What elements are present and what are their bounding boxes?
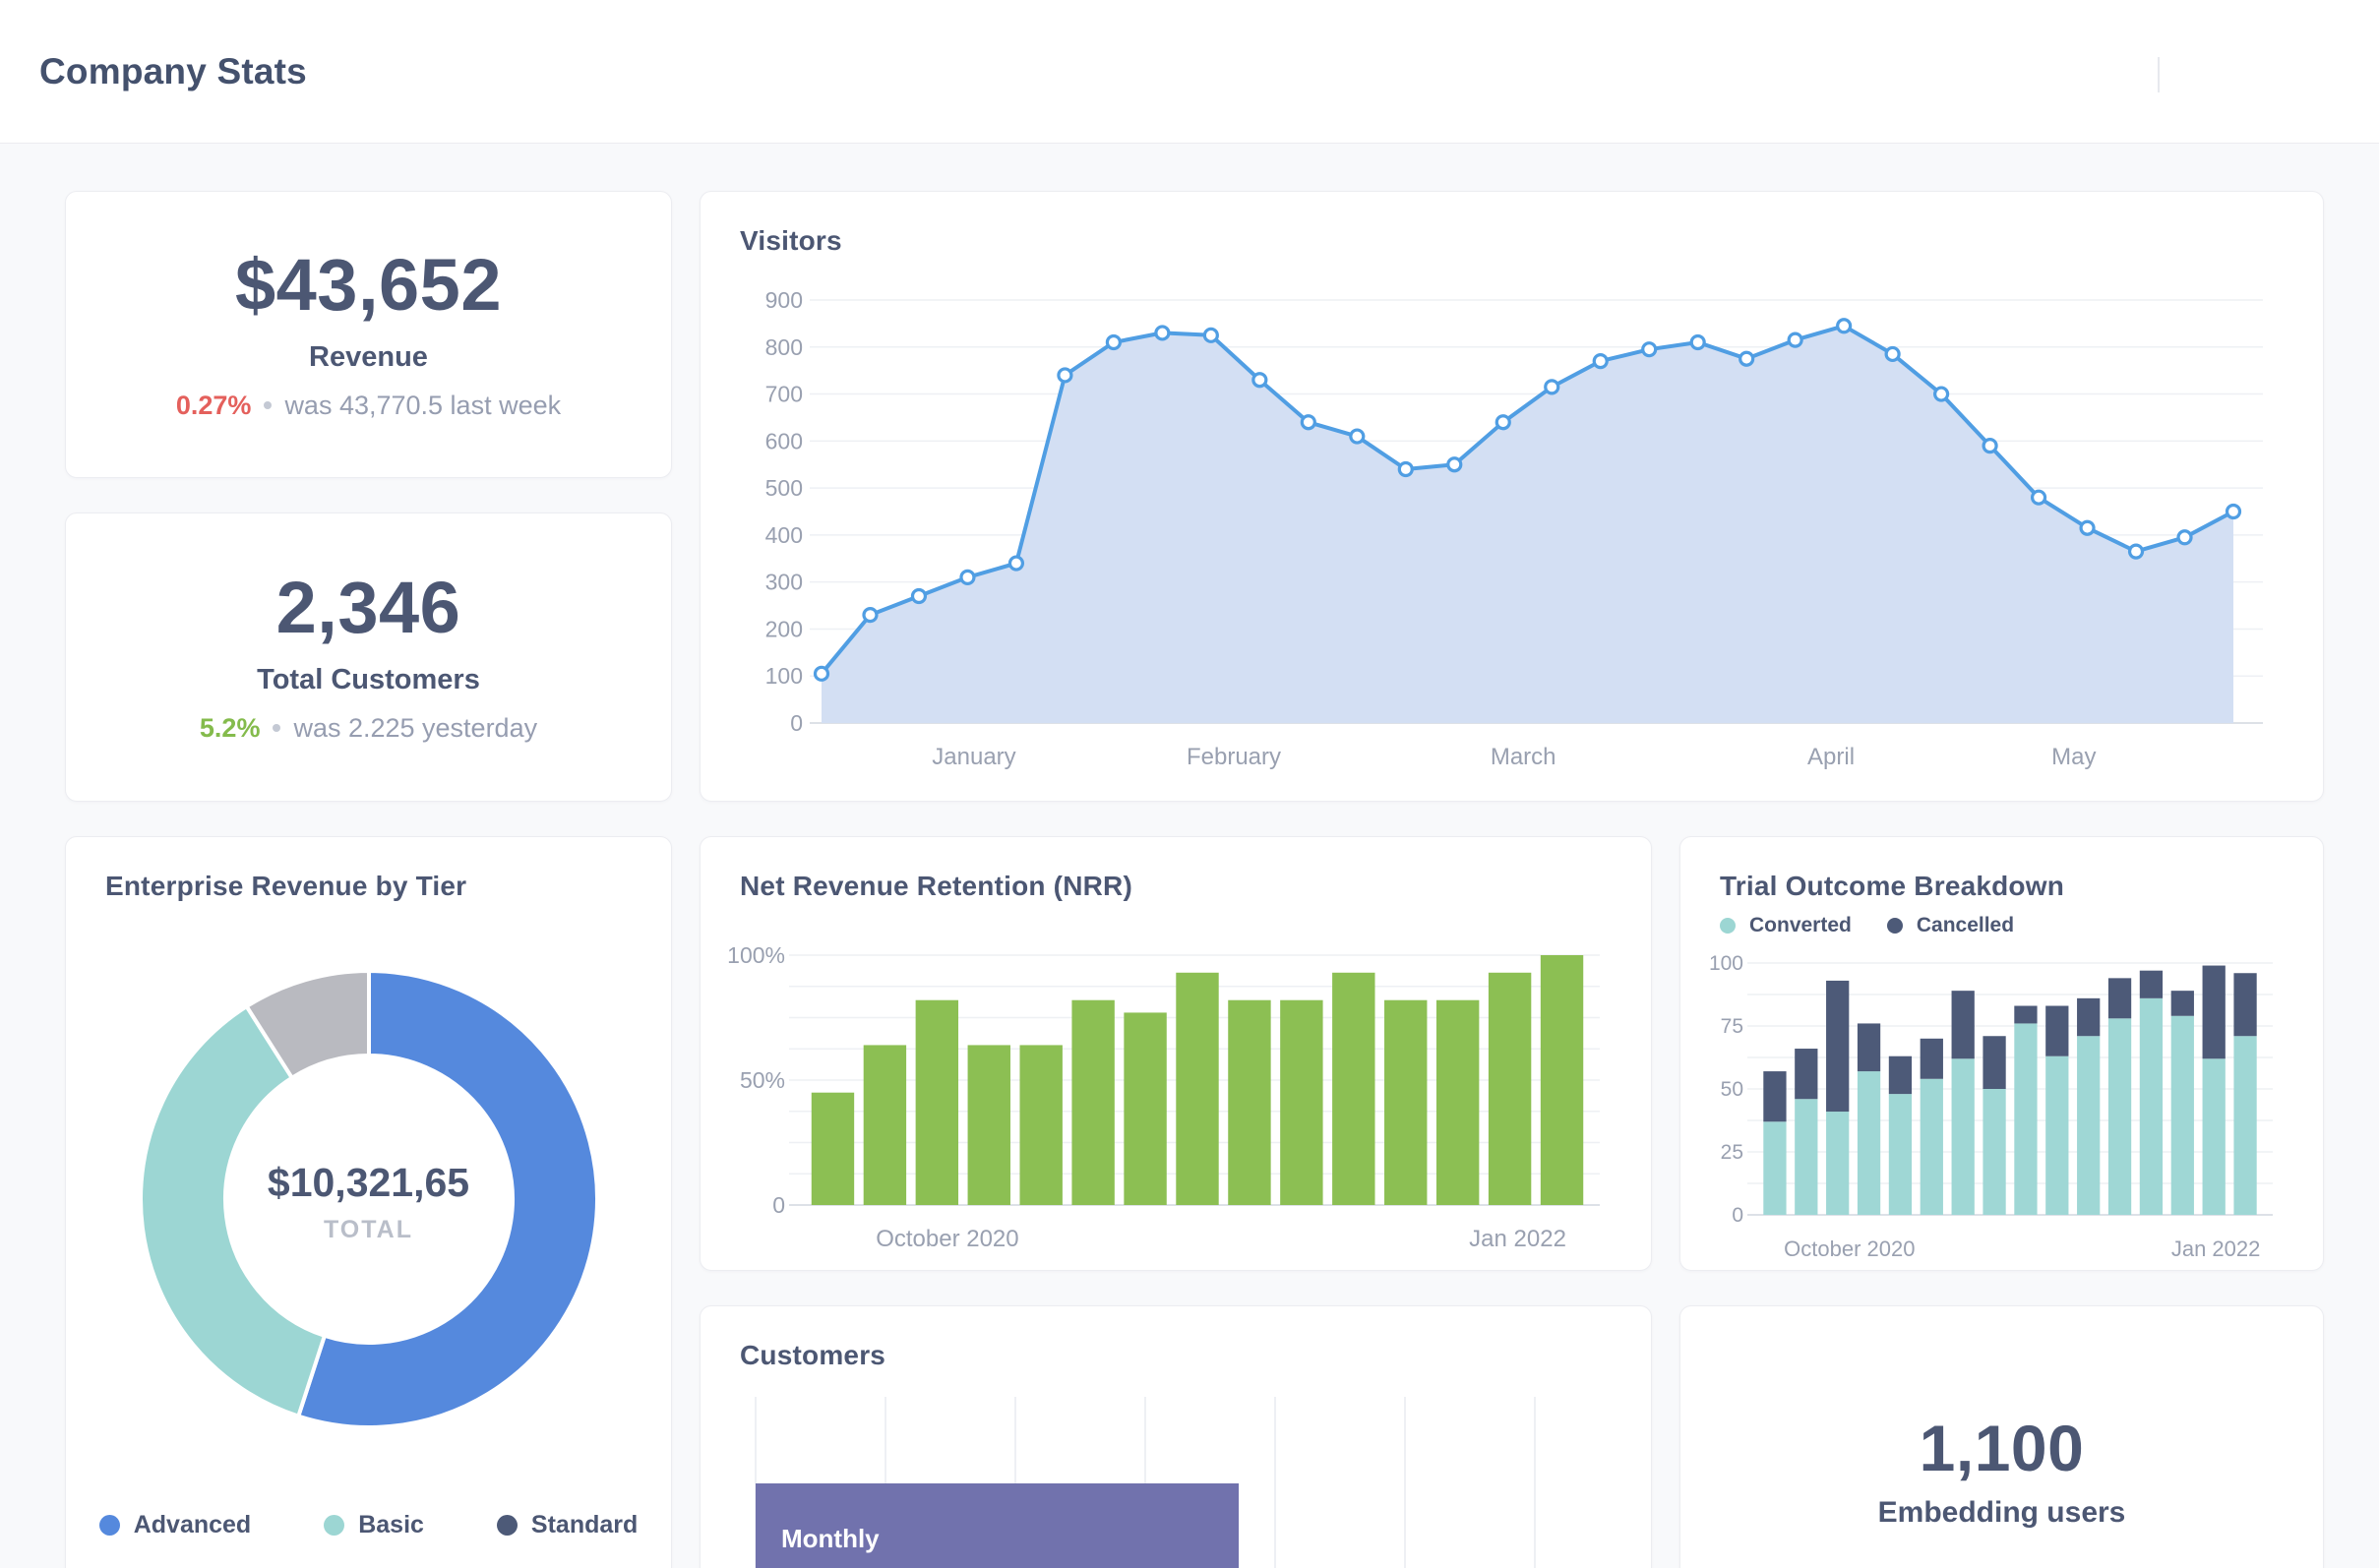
legend-label-converted: Converted <box>1749 914 1852 936</box>
svg-text:October 2020: October 2020 <box>1784 1236 1915 1261</box>
svg-text:50: 50 <box>1721 1078 1743 1101</box>
app-header: Company Stats <box>0 0 2379 144</box>
svg-text:100%: 100% <box>728 942 785 968</box>
revenue-by-tier-card: Enterprise Revenue by Tier $10,321,65 TO… <box>65 836 672 1568</box>
trial-outcome-legend: Converted Cancelled <box>1680 902 2323 937</box>
legend-label-advanced: Advanced <box>133 1511 252 1538</box>
revenue-card: $43,652 Revenue 0.27% was 43,770.5 last … <box>65 191 672 478</box>
svg-text:75: 75 <box>1721 1015 1743 1038</box>
nrr-chart-title: Net Revenue Retention (NRR) <box>740 871 1132 901</box>
nrr-card: Net Revenue Retention (NRR) 0 50% 100% Octo… <box>700 836 1652 1271</box>
separator-dot-icon <box>264 401 273 409</box>
cancelled-dot-icon <box>1886 918 1903 934</box>
standard-dot-icon <box>496 1515 518 1536</box>
embedding-users-label: Embedding users <box>1877 1496 2126 1529</box>
svg-text:0: 0 <box>772 1192 785 1218</box>
customers-chart-title: Customers <box>740 1340 886 1370</box>
svg-text:700: 700 <box>765 382 803 407</box>
trial-outcome-card: Trial Outcome Breakdown Converted Cancel… <box>1679 836 2324 1271</box>
svg-text:900: 900 <box>765 287 803 313</box>
trial-outcome-title: Trial Outcome Breakdown <box>1720 871 2065 901</box>
svg-text:February: February <box>1187 744 1281 770</box>
embedding-users-card: 1,100 Embedding users <box>1679 1305 2324 1568</box>
svg-text:October 2020: October 2020 <box>876 1226 1018 1252</box>
svg-text:100: 100 <box>765 663 803 689</box>
legend-item-cancelled[interactable]: Cancelled <box>1886 914 2015 937</box>
customers-chart-card: Customers Monthly <box>700 1305 1652 1568</box>
embedding-users-value: 1,100 <box>1919 1412 2085 1484</box>
trial-outcome-stacked-chart[interactable]: 0 25 50 75 100 October 2020 Jan 2022 <box>1708 943 2284 1268</box>
total-customers-change: 5.2% was 2.225 yesterday <box>200 713 537 744</box>
visitors-chart-title: Visitors <box>740 225 842 256</box>
legend-label-basic: Basic <box>358 1511 424 1538</box>
revenue-by-tier-title: Enterprise Revenue by Tier <box>105 871 467 901</box>
svg-text:300: 300 <box>765 570 803 595</box>
svg-text:50%: 50% <box>740 1067 785 1093</box>
svg-text:600: 600 <box>765 428 803 453</box>
header-divider <box>2158 57 2160 92</box>
revenue-change-note: was 43,770.5 last week <box>284 390 562 420</box>
legend-label-standard: Standard <box>530 1511 639 1538</box>
total-customers-change-note: was 2.225 yesterday <box>293 712 538 743</box>
svg-text:Monthly: Monthly <box>781 1524 880 1553</box>
revenue-change: 0.27% was 43,770.5 last week <box>176 391 561 421</box>
svg-text:April: April <box>1807 744 1855 770</box>
svg-text:0: 0 <box>1732 1204 1743 1227</box>
svg-text:0: 0 <box>790 710 803 736</box>
revenue-label: Revenue <box>309 340 428 373</box>
total-customers-change-percent: 5.2% <box>199 712 261 743</box>
advanced-dot-icon <box>98 1515 120 1536</box>
page-title: Company Stats <box>39 50 307 91</box>
legend-item-advanced[interactable]: Advanced <box>98 1511 252 1539</box>
legend-label-cancelled: Cancelled <box>1916 914 2015 936</box>
nrr-bar-chart[interactable]: 0 50% 100% October 2020 Jan 2022 <box>727 908 1614 1271</box>
basic-dot-icon <box>324 1515 345 1536</box>
svg-text:400: 400 <box>765 522 803 548</box>
svg-text:Jan 2022: Jan 2022 <box>1469 1226 1566 1252</box>
svg-text:25: 25 <box>1721 1141 1743 1164</box>
svg-text:January: January <box>932 744 1015 770</box>
tier-legend: Advanced Basic Standard <box>66 1511 671 1539</box>
visitors-area-chart[interactable]: 0 100 200 300 400 500 600 700 800 900 January Febru… <box>728 263 2278 799</box>
svg-text:May: May <box>2051 744 2096 770</box>
legend-item-standard[interactable]: Standard <box>496 1511 639 1539</box>
svg-text:200: 200 <box>765 616 803 641</box>
customers-horizontal-bar-chart[interactable]: Monthly <box>728 1397 1614 1568</box>
revenue-by-tier-donut-chart[interactable] <box>113 943 625 1455</box>
svg-text:March: March <box>1491 744 1556 770</box>
legend-item-converted[interactable]: Converted <box>1720 914 1852 937</box>
separator-dot-icon <box>273 724 281 732</box>
converted-dot-icon <box>1720 918 1736 934</box>
visitors-card: Visitors 0 100 200 300 400 500 600 700 800 900 Jan… <box>700 191 2324 802</box>
total-customers-value: 2,346 <box>275 566 461 648</box>
revenue-change-percent: 0.27% <box>175 390 252 420</box>
legend-item-basic[interactable]: Basic <box>324 1511 424 1539</box>
svg-text:100: 100 <box>1709 952 1743 975</box>
svg-text:Jan 2022: Jan 2022 <box>2171 1236 2261 1261</box>
dashboard-grid: $43,652 Revenue 0.27% was 43,770.5 last … <box>0 144 2379 1568</box>
svg-text:800: 800 <box>765 334 803 360</box>
total-customers-label: Total Customers <box>257 663 480 695</box>
total-customers-card: 2,346 Total Customers 5.2% was 2.225 yes… <box>65 513 672 802</box>
revenue-value: $43,652 <box>235 243 502 326</box>
svg-text:500: 500 <box>765 475 803 501</box>
